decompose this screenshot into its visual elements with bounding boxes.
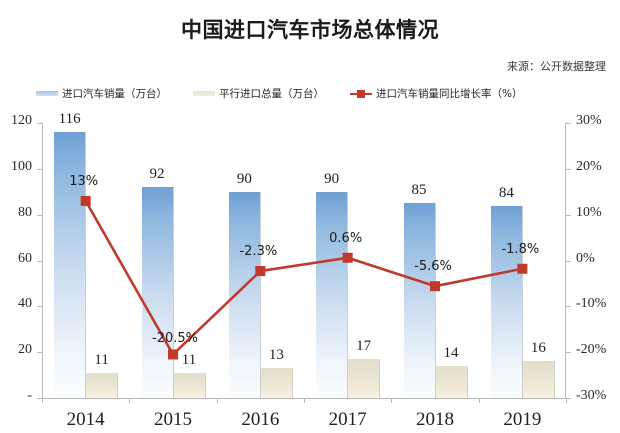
bar-value-parallel: 11 bbox=[181, 351, 197, 368]
bar-parallel bbox=[173, 372, 206, 398]
legend-label-sales: 进口汽车销量（万台） bbox=[62, 88, 167, 100]
growth-point-label: -5.6% bbox=[414, 259, 452, 275]
bar-value-parallel: 11 bbox=[94, 351, 109, 368]
legend-swatch-sales-icon bbox=[36, 91, 58, 96]
y-tick-label-right: 20% bbox=[576, 158, 602, 174]
x-tick bbox=[478, 398, 480, 403]
growth-point-label: 0.6% bbox=[329, 230, 363, 246]
bar-sales bbox=[403, 203, 436, 398]
x-tick bbox=[42, 398, 43, 403]
bar-sales bbox=[54, 132, 87, 398]
growth-point-label: -1.8% bbox=[501, 241, 540, 257]
bar-parallel bbox=[435, 365, 468, 398]
x-axis-label: 2019 bbox=[503, 409, 542, 430]
y-tick-right bbox=[566, 168, 571, 170]
x-axis-label: 2016 bbox=[241, 409, 280, 430]
bar-sales bbox=[228, 191, 261, 398]
chart-legend: 进口汽车销量（万台） 平行进口总量（万台） 进口汽车销量同比增长率（%） bbox=[36, 86, 522, 101]
y-tick-left bbox=[37, 168, 42, 170]
x-tick bbox=[391, 398, 393, 403]
legend-label-parallel: 平行进口总量（万台） bbox=[219, 88, 324, 100]
y-tick-left bbox=[37, 352, 42, 354]
bar-value-sales: 85 bbox=[411, 182, 427, 199]
bar-parallel bbox=[260, 368, 293, 398]
y-tick-label-right: 0% bbox=[576, 250, 595, 266]
y-tick-left bbox=[37, 260, 42, 262]
bar-value-parallel: 13 bbox=[268, 347, 284, 364]
x-tick bbox=[304, 398, 305, 403]
y-tick-label-right: 10% bbox=[576, 204, 602, 220]
plot-area: -20 40 60 80 100 120 -30% -20% -10% 0% 10% 20% 30% … bbox=[11, 111, 606, 430]
x-axis-label: 2018 bbox=[416, 409, 454, 430]
x-tick bbox=[566, 398, 567, 403]
y-tick-right bbox=[566, 260, 571, 262]
bar-value-sales: 92 bbox=[149, 166, 165, 183]
y-tick-label-right: 30% bbox=[576, 113, 602, 128]
y-tick-left bbox=[37, 306, 42, 308]
bar-value-sales: 84 bbox=[498, 184, 514, 201]
y-tick-label-left: 60 bbox=[18, 250, 32, 266]
y-tick-left bbox=[37, 398, 42, 399]
x-axis-label: 2014 bbox=[66, 409, 105, 430]
y-tick-right bbox=[566, 123, 571, 124]
y-tick-label-left: - bbox=[27, 388, 32, 403]
x-axis-label: 2017 bbox=[328, 409, 367, 430]
chart-title: 中国进口汽车市场总体情况 bbox=[181, 18, 439, 42]
bar-parallel bbox=[86, 372, 119, 398]
legend-label-growth: 进口汽车销量同比增长率（%） bbox=[376, 88, 523, 100]
legend-swatch-growth-icon bbox=[350, 89, 372, 98]
growth-point-label: -2.3% bbox=[239, 244, 278, 260]
y-tick-left bbox=[37, 214, 42, 216]
y-tick-label-left: 80 bbox=[18, 204, 32, 220]
bar-sales bbox=[141, 187, 174, 398]
y-tick-label-left: 40 bbox=[18, 296, 32, 312]
x-tick bbox=[129, 398, 131, 403]
y-tick-right bbox=[566, 398, 571, 399]
bar-value-sales: 90 bbox=[236, 170, 252, 187]
y-tick-right bbox=[566, 306, 571, 308]
y-tick-label-right: -30% bbox=[576, 388, 607, 403]
bar-parallel bbox=[522, 361, 555, 398]
y-tick-right bbox=[566, 214, 571, 216]
bar-sales bbox=[316, 191, 349, 398]
y-tick-right bbox=[566, 352, 571, 354]
y-tick-label-left: 100 bbox=[11, 158, 32, 174]
bar-value-sales: 116 bbox=[58, 111, 81, 128]
y-tick-left bbox=[37, 123, 42, 124]
y-axis-left bbox=[42, 123, 43, 398]
bar-sales bbox=[490, 205, 523, 398]
bar-value-parallel: 14 bbox=[443, 344, 459, 361]
bar-parallel bbox=[348, 359, 381, 398]
y-tick-label-right: -20% bbox=[576, 342, 607, 358]
legend-swatch-parallel-icon bbox=[193, 91, 215, 96]
source-note: 来源：公开数据整理 bbox=[507, 60, 606, 73]
bar-value-sales: 90 bbox=[324, 170, 340, 187]
y-axis-right bbox=[565, 123, 566, 398]
y-tick-label-left: 20 bbox=[18, 342, 32, 358]
x-tick bbox=[216, 398, 218, 403]
x-axis-label: 2015 bbox=[154, 409, 192, 430]
legend-item-parallel: 平行进口总量（万台） bbox=[193, 86, 324, 101]
y-tick-label-right: -10% bbox=[576, 296, 607, 312]
legend-item-growth: 进口汽车销量同比增长率（%） bbox=[350, 86, 522, 101]
legend-item-sales: 进口汽车销量（万台） bbox=[36, 86, 167, 101]
bar-value-parallel: 16 bbox=[530, 340, 546, 357]
growth-point-label: 13% bbox=[69, 173, 99, 189]
y-tick-label-left: 120 bbox=[11, 113, 32, 128]
growth-line-series bbox=[80, 195, 528, 360]
bar-value-parallel: 17 bbox=[356, 338, 372, 355]
growth-point-label: -20.5% bbox=[152, 331, 198, 347]
